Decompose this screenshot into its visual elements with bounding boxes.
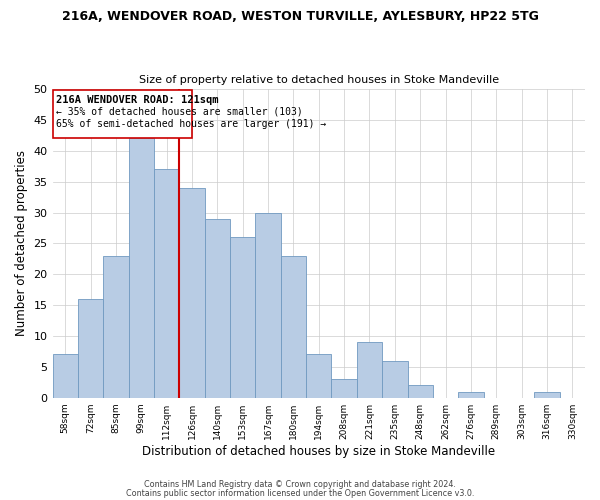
Text: Contains public sector information licensed under the Open Government Licence v3: Contains public sector information licen… <box>126 488 474 498</box>
X-axis label: Distribution of detached houses by size in Stoke Mandeville: Distribution of detached houses by size … <box>142 444 496 458</box>
Bar <box>179 188 205 398</box>
Bar <box>306 354 331 398</box>
Bar <box>331 379 357 398</box>
Bar <box>103 256 128 398</box>
Bar <box>230 237 256 398</box>
Bar <box>382 360 407 398</box>
Bar <box>256 212 281 398</box>
Bar <box>128 138 154 398</box>
FancyBboxPatch shape <box>53 90 192 138</box>
Text: 216A WENDOVER ROAD: 121sqm: 216A WENDOVER ROAD: 121sqm <box>56 94 219 104</box>
Bar <box>458 392 484 398</box>
Bar <box>407 386 433 398</box>
Y-axis label: Number of detached properties: Number of detached properties <box>15 150 28 336</box>
Title: Size of property relative to detached houses in Stoke Mandeville: Size of property relative to detached ho… <box>139 76 499 86</box>
Bar <box>281 256 306 398</box>
Text: 65% of semi-detached houses are larger (191) →: 65% of semi-detached houses are larger (… <box>56 119 326 129</box>
Bar <box>205 218 230 398</box>
Text: Contains HM Land Registry data © Crown copyright and database right 2024.: Contains HM Land Registry data © Crown c… <box>144 480 456 489</box>
Bar <box>53 354 78 398</box>
Text: 216A, WENDOVER ROAD, WESTON TURVILLE, AYLESBURY, HP22 5TG: 216A, WENDOVER ROAD, WESTON TURVILLE, AY… <box>62 10 538 23</box>
Bar <box>154 170 179 398</box>
Text: ← 35% of detached houses are smaller (103): ← 35% of detached houses are smaller (10… <box>56 107 303 117</box>
Bar <box>534 392 560 398</box>
Bar <box>357 342 382 398</box>
Bar <box>78 299 103 398</box>
